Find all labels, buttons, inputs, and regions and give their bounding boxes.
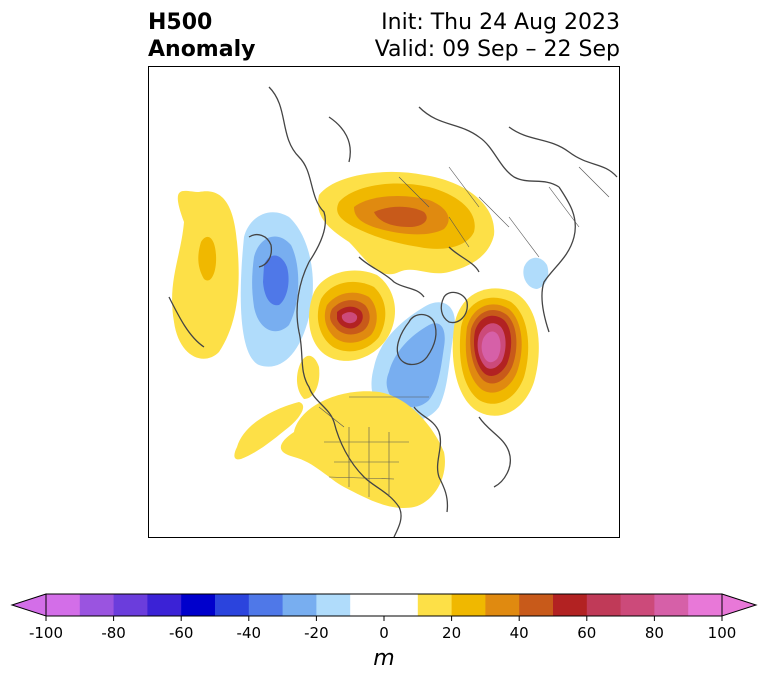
colorbar-tick-label: 80 [644, 624, 664, 642]
title-left: H500 Anomaly [148, 9, 255, 63]
colorbar [10, 593, 758, 621]
colorbar-tick-label: -20 [304, 624, 329, 642]
colorbar-segment [586, 594, 622, 616]
colorbar-tick-label: 40 [509, 624, 529, 642]
colorbar-tick-label: -80 [101, 624, 126, 642]
map-svg [168, 86, 618, 537]
colorbar-tick-label: 60 [577, 624, 597, 642]
colorbar-tick-label: 20 [442, 624, 462, 642]
title-field: Anomaly [148, 37, 256, 62]
colorbar-segment [620, 594, 655, 616]
colorbar-segment [46, 594, 81, 616]
anomaly-barents-siberia [318, 171, 495, 275]
colorbar-segment [282, 594, 317, 616]
colorbar-segment [451, 594, 486, 616]
anomaly-united-states [234, 355, 445, 508]
colorbar-tick-label: -60 [168, 624, 194, 642]
colorbar-segment [181, 594, 216, 616]
valid-period: Valid: 09 Sep – 22 Sep [374, 37, 620, 62]
anomaly-beaufort [309, 270, 396, 361]
colorbar-segment [316, 594, 351, 616]
colorbar-segments [10, 593, 758, 621]
colorbar-extend-min [10, 593, 47, 617]
map-borders [318, 166, 610, 497]
colorbar-segment [248, 594, 284, 616]
anomaly-map [148, 66, 620, 538]
anomaly-hudson-bay [371, 302, 455, 421]
title-right: Init: Thu 24 Aug 2023 Valid: 09 Sep – 22… [375, 9, 620, 63]
map-coastlines [168, 86, 618, 537]
anomaly-north-atlantic [452, 288, 539, 416]
colorbar-segment [384, 594, 419, 616]
colorbar-tick-label: -40 [236, 624, 262, 642]
anomaly-gulf-of-alaska [240, 212, 313, 367]
colorbar-tick-label: -100 [28, 624, 64, 642]
colorbar-segment [113, 594, 148, 616]
colorbar-segment [417, 594, 453, 616]
colorbar-segment [519, 594, 554, 616]
colorbar-segment [553, 594, 588, 616]
colorbar-segment [147, 594, 182, 616]
title-variable: H500 [148, 10, 213, 35]
colorbar-tick-label: 100 [707, 624, 737, 642]
colorbar-extend-max [721, 593, 758, 617]
colorbar-unit-label: m [373, 646, 395, 671]
colorbar-segment [688, 594, 723, 616]
colorbar-segment [350, 594, 385, 616]
colorbar-segment [215, 594, 250, 616]
anomaly-east-siberia [523, 257, 549, 289]
colorbar-segment [654, 594, 689, 616]
anomaly-north-pacific [172, 190, 239, 359]
colorbar-segment [485, 594, 520, 616]
init-time: Init: Thu 24 Aug 2023 [381, 10, 620, 35]
colorbar-tick-label: 0 [379, 624, 389, 642]
colorbar-segment [79, 594, 115, 616]
